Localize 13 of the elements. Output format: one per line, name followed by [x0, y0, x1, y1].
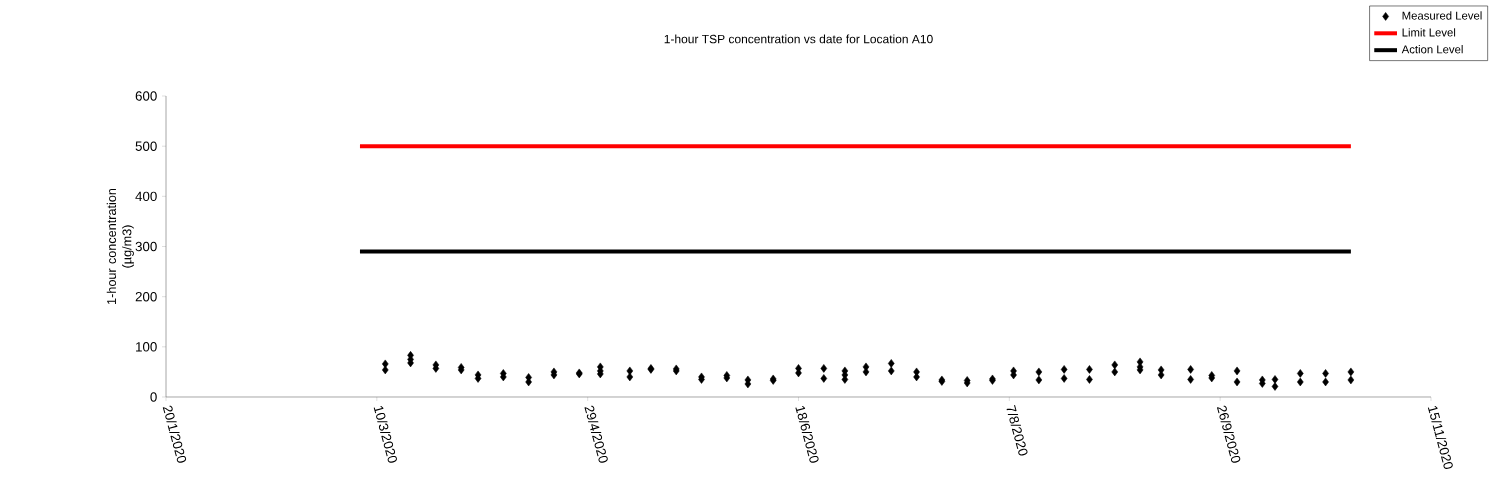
legend-label: Limit Level: [1402, 28, 1456, 37]
chart-title: 1-hour TSP concentration vs date for Location A10: [664, 34, 933, 44]
y-tick-label: 600: [135, 91, 157, 101]
legend-label: Measured Level: [1402, 11, 1482, 20]
x-tick-label: 7/8/2020: [1006, 405, 1028, 456]
y-tick-label: 500: [135, 141, 157, 151]
legend-label: Action Level: [1401, 45, 1463, 54]
y-tick-label: 200: [135, 291, 157, 302]
y-tick-label: 300: [135, 241, 157, 252]
y-tick-label: 100: [136, 342, 157, 352]
y-tick-label: 0: [150, 392, 157, 402]
y-axis-title: 1-hour concentration (µg/m3): [106, 188, 134, 304]
y-tick-label: 400: [135, 191, 157, 202]
